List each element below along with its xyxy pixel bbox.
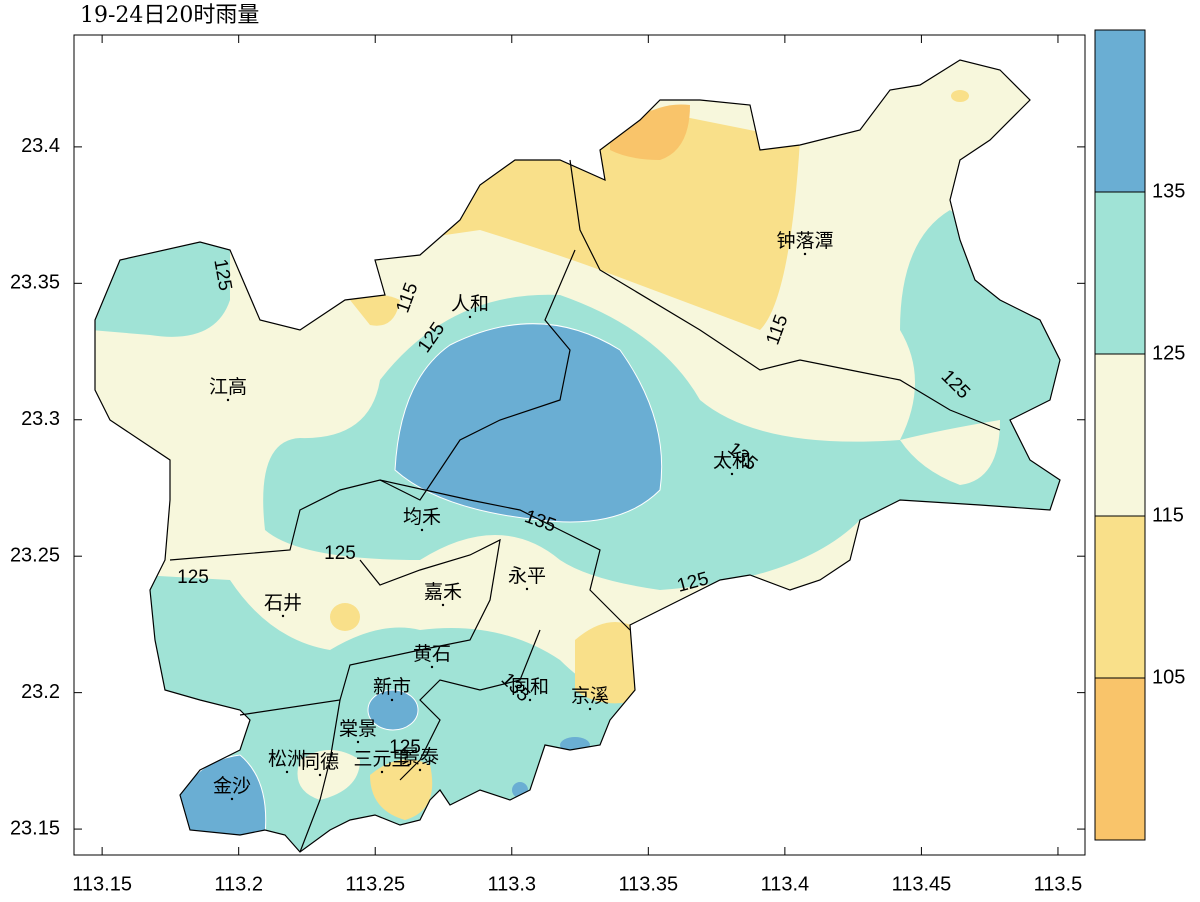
x-tick-label: 113.2 (214, 873, 263, 895)
y-tick-label: 23.25 (10, 544, 60, 566)
colorbar-label: 135 (1152, 180, 1185, 202)
x-tick-label: 113.25 (345, 873, 405, 895)
rain-area (350, 295, 400, 326)
x-tick-label: 113.45 (892, 873, 952, 895)
colorbar-box (1094, 515, 1146, 679)
y-tick-label: 23.35 (10, 272, 60, 294)
title: 19-24日20时雨量 (80, 3, 259, 28)
colorbar-box (1094, 29, 1146, 193)
place-name: 同德 (301, 751, 339, 773)
place-dot (230, 797, 234, 801)
rain-area (900, 420, 1000, 485)
frame (73, 34, 1086, 856)
rain-area (95, 230, 230, 337)
place-dot (525, 587, 529, 591)
place-name: 永平 (508, 565, 546, 587)
place-dot (418, 768, 422, 772)
y-tick-label: 23.4 (21, 135, 60, 157)
y-tick-label: 23.2 (21, 681, 60, 703)
place-name: 江高 (209, 376, 247, 398)
place-dot (441, 603, 445, 607)
place-name: 嘉禾 (424, 581, 462, 603)
rain-area (370, 759, 433, 820)
rain-area (330, 603, 360, 631)
x-tick-label: 113.15 (72, 873, 132, 895)
rain-area (297, 750, 360, 800)
place-name: 人和 (451, 293, 489, 315)
place-name: 京溪 (571, 685, 609, 707)
place-dot (318, 773, 322, 777)
place-dot (420, 528, 424, 532)
y-tick-label: 23.15 (10, 817, 60, 839)
place-name: 太和 (713, 450, 751, 472)
place-name: 石井 (264, 592, 302, 614)
place-name: 新市 (373, 676, 411, 698)
rain-area (560, 737, 590, 753)
place-name: 黄石 (413, 643, 451, 665)
rain-area (394, 323, 663, 523)
colorbar-label: 115 (1152, 504, 1184, 526)
rain-area (951, 90, 969, 102)
rain-area (575, 622, 640, 704)
x-tick-label: 113.4 (761, 873, 810, 895)
x-tick-label: 113.5 (1034, 873, 1083, 895)
rain-area (340, 100, 800, 330)
place-name: 三元里 (353, 748, 410, 770)
place-dot (430, 665, 434, 669)
place-name: 棠景 (339, 718, 377, 740)
contour-label: 125 (177, 567, 209, 588)
y-tick-label: 23.3 (21, 408, 60, 430)
place-dot (226, 398, 230, 402)
place-name: 景泰 (401, 746, 439, 768)
colorbar-label: 105 (1152, 666, 1185, 688)
place-name: 金沙 (213, 775, 251, 797)
place-dot (803, 252, 807, 256)
rain-area (610, 104, 690, 160)
district-borders (94, 59, 1061, 853)
place-dot (356, 740, 360, 744)
place-dot (390, 698, 394, 702)
place-dot (528, 698, 532, 702)
contour-label: 125 (324, 543, 356, 564)
place-dot (380, 770, 384, 774)
x-tick-label: 113.3 (487, 873, 536, 895)
place-dot (468, 315, 472, 319)
place-name: 钟落潭 (776, 230, 833, 252)
colorbar-box (1094, 677, 1146, 841)
contour-label: 125 (389, 737, 421, 758)
place-name: 松洲 (268, 748, 306, 770)
x-tick-label: 113.35 (618, 873, 678, 895)
colorbar-label: 125 (1152, 342, 1185, 364)
place-name: 同和 (511, 676, 549, 698)
rain-area (367, 689, 419, 731)
place-dot (588, 707, 592, 711)
place-dot (281, 614, 285, 618)
colorbar-box (1094, 191, 1146, 355)
place-dot (730, 472, 734, 476)
place-name: 均禾 (403, 506, 441, 528)
place-dot (285, 770, 289, 774)
colorbar-box (1094, 353, 1146, 517)
